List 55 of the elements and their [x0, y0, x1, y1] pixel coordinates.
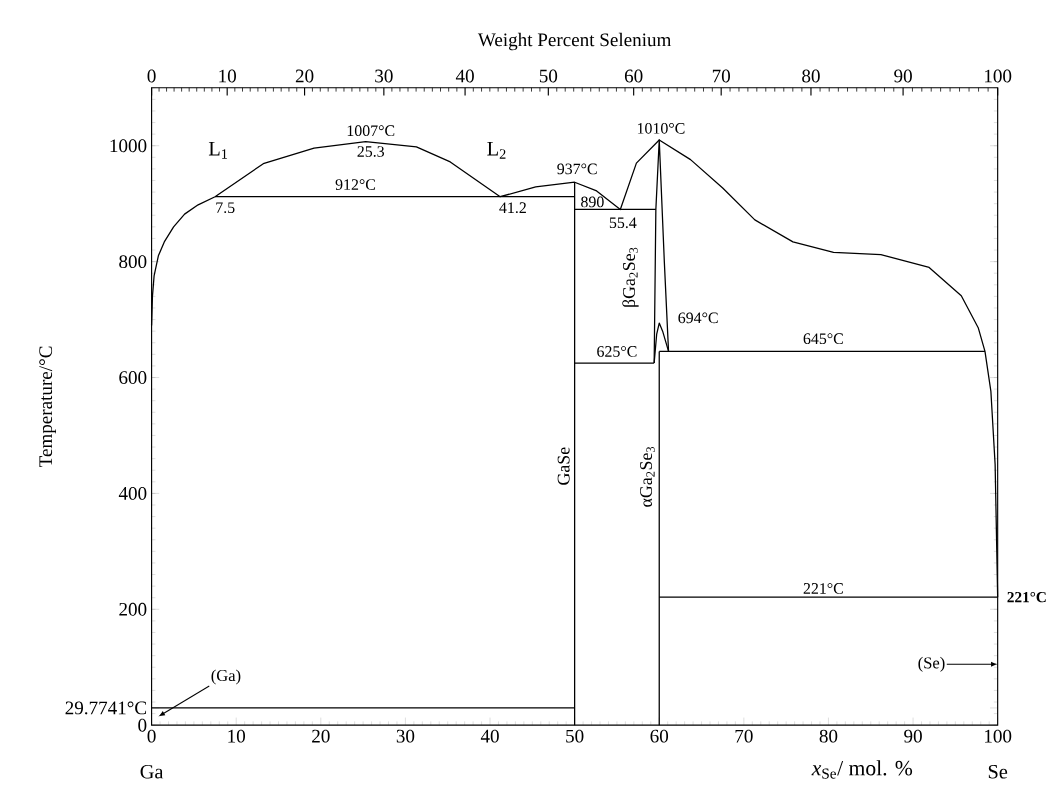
annotation: L$_{2}$: [487, 142, 506, 159]
annotation: αGa$_{2}$Se$_{3}$: [640, 447, 655, 507]
annotation: L$_{1}$: [208, 142, 228, 159]
y-tick-label: 29.7741°C: [65, 701, 147, 715]
annotation: 25.3: [357, 146, 385, 158]
x-tick-label: 10: [228, 729, 246, 743]
y-tick-label: 200: [119, 603, 147, 616]
x-tick-label: 60: [650, 729, 669, 743]
text: 90: [894, 69, 912, 83]
text: 70: [712, 69, 730, 83]
text: 60: [624, 69, 643, 83]
annotation: 55.4: [609, 217, 637, 229]
text: Ga: [140, 765, 164, 779]
annotation: GaSe: [557, 447, 570, 485]
text: 100: [985, 69, 1012, 83]
annotation: 890: [581, 196, 604, 208]
annotation: 937°C: [557, 163, 597, 175]
y-tick-label: 0: [138, 718, 147, 732]
y-tick-label: 1000: [110, 139, 147, 153]
annotation: (Se): [918, 657, 945, 672]
annotation: 912°C: [335, 179, 376, 191]
x-tick-label: 20: [312, 729, 330, 743]
text: 80: [802, 69, 820, 83]
text: Se: [988, 765, 1008, 779]
y-tick-label: 600: [119, 371, 147, 385]
x-tick-label: 40: [480, 729, 499, 743]
annotation: 694°C: [678, 312, 718, 324]
x-tick-label: 30: [396, 729, 415, 743]
annotation: (Ga): [211, 669, 241, 685]
text: 50: [539, 69, 558, 83]
text: 0: [147, 69, 156, 83]
annotation: 1010°C: [637, 123, 685, 134]
x-tick-label: 90: [904, 729, 922, 743]
text: 30: [375, 69, 393, 83]
annotation: 625°C: [597, 346, 637, 357]
y-axis-title: Temperature/°C: [39, 346, 56, 468]
x-axis-title: x$_{Se}$/ mol. %: [811, 760, 913, 779]
annotation: 1007°C: [347, 125, 395, 137]
x-tick-label: 50: [566, 729, 584, 743]
text: 221°C: [1007, 592, 1046, 603]
text: 10: [219, 69, 236, 83]
text: 20: [295, 69, 314, 83]
x-tick-label: 80: [819, 729, 838, 743]
annotation: 221°C: [803, 583, 843, 594]
annotation: 7.5: [216, 202, 235, 214]
x-tick-label: 0: [147, 729, 156, 743]
annotation: 41.2: [499, 202, 526, 214]
text: 40: [455, 69, 474, 83]
annotation: βGa$_{2}$Se$_{3}$: [622, 247, 639, 307]
y-tick-label: 800: [119, 255, 147, 269]
x-tick-label: 100: [985, 729, 1012, 743]
y-tick-label: 400: [118, 487, 147, 500]
x2-axis-title: Weight Percent Selenium: [477, 33, 672, 51]
annotation: 645°C: [803, 333, 843, 345]
x-tick-label: 70: [735, 729, 753, 743]
